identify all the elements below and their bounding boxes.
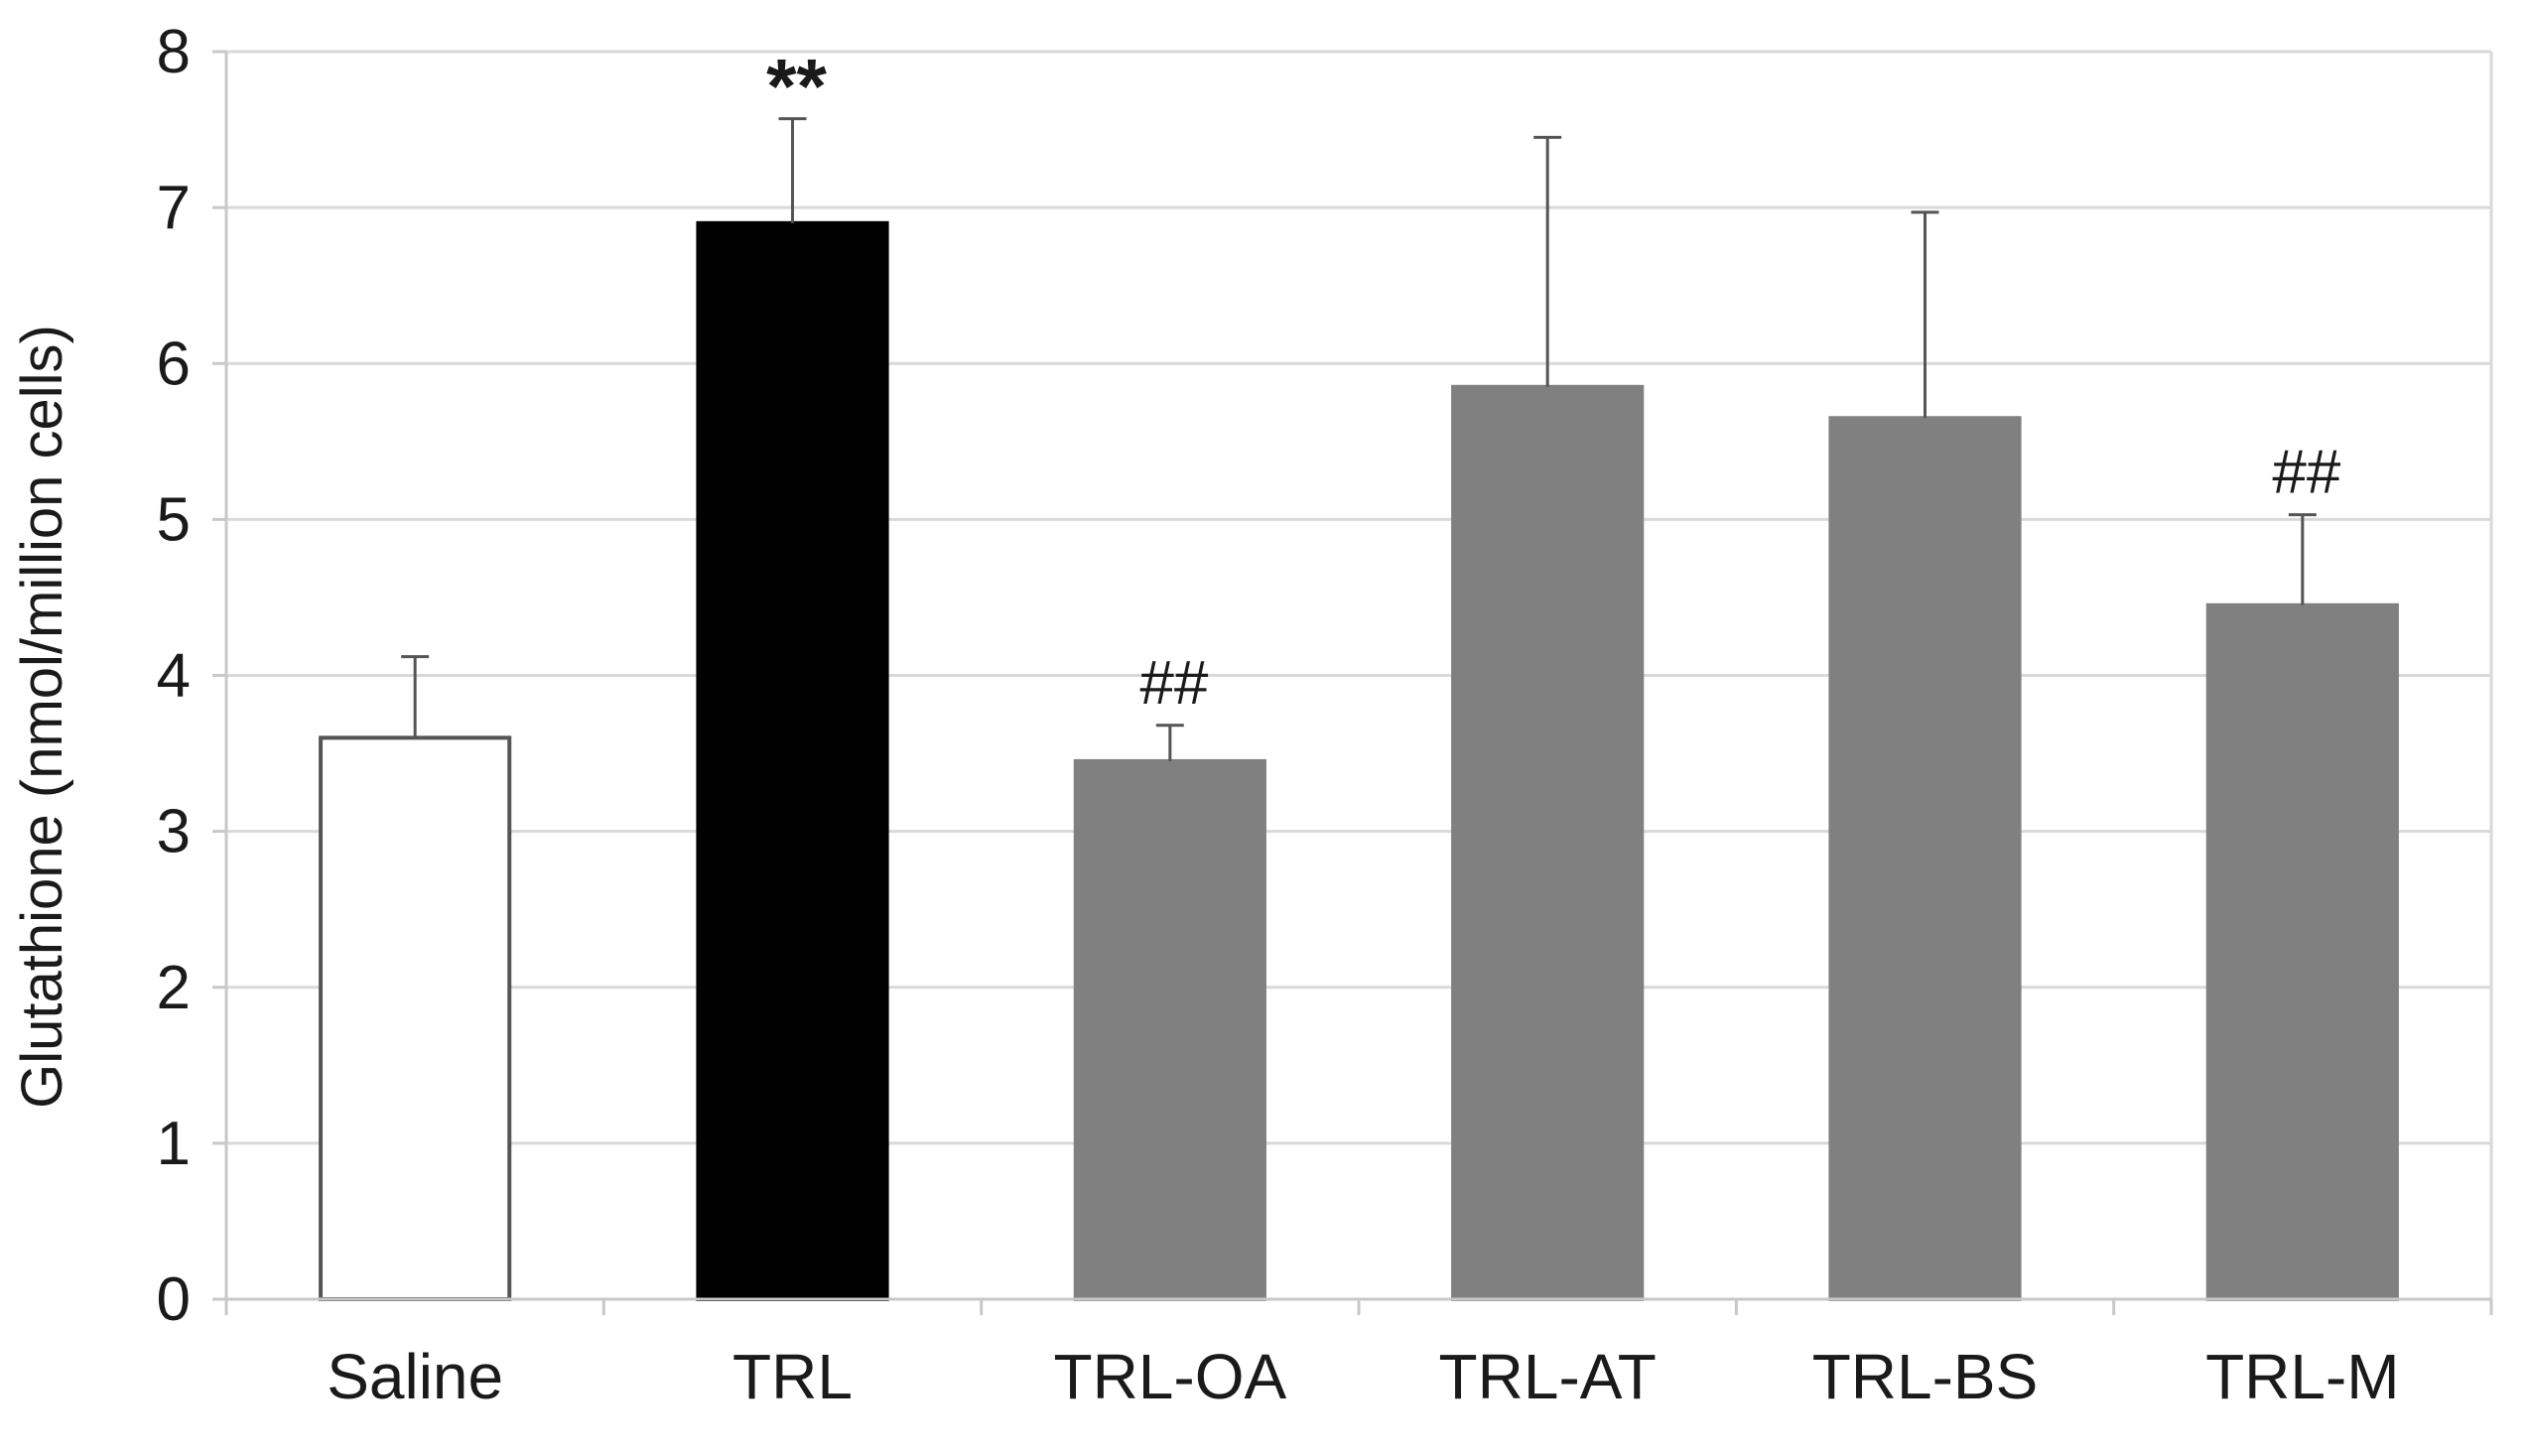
y-tick-label: 7 — [157, 174, 191, 242]
y-tick-label: 6 — [157, 330, 191, 398]
y-tick-label: 2 — [157, 954, 191, 1022]
bar-trl-m — [2205, 602, 2399, 1301]
bar-trl-bs — [1828, 416, 2022, 1301]
x-tick-label-saline: Saline — [327, 1341, 503, 1412]
bars — [319, 220, 2399, 1302]
x-tick-label-trl-oa: TRL-OA — [1053, 1341, 1286, 1412]
y-tick-label: 0 — [157, 1265, 191, 1334]
y-tick-label: 5 — [157, 485, 191, 554]
gridlines — [226, 50, 2493, 1301]
x-tick-label-trl-at: TRL-AT — [1439, 1341, 1657, 1412]
significance-label-trl: ** — [766, 43, 827, 130]
y-tick-label: 4 — [157, 642, 191, 711]
y-tick-label: 3 — [157, 798, 191, 866]
y-axis-title: Glutathione (nmol/million cells) — [10, 325, 74, 1109]
x-tick-label-trl-bs: TRL-BS — [1812, 1341, 2039, 1412]
x-tick-label-trl: TRL — [732, 1341, 853, 1412]
y-tick-label: 1 — [157, 1110, 191, 1178]
bar-trl-oa — [1073, 758, 1266, 1301]
significance-label-trl-m: ## — [2272, 439, 2340, 507]
significance-label-trl-oa: ## — [1139, 649, 1208, 718]
bar-saline — [319, 735, 512, 1301]
bar-trl — [696, 220, 889, 1301]
axes — [212, 50, 2493, 1315]
x-tick-label-trl-m: TRL-M — [2205, 1341, 2400, 1412]
error-bars — [401, 117, 2317, 761]
bar-trl-at — [1451, 384, 1645, 1302]
labels: 0 1 2 3 4 5 6 7 8 Saline ** TRL ## TRL-OA TRL-AT TRL-BS… — [157, 18, 2400, 1412]
y-tick-label: 8 — [157, 18, 191, 86]
